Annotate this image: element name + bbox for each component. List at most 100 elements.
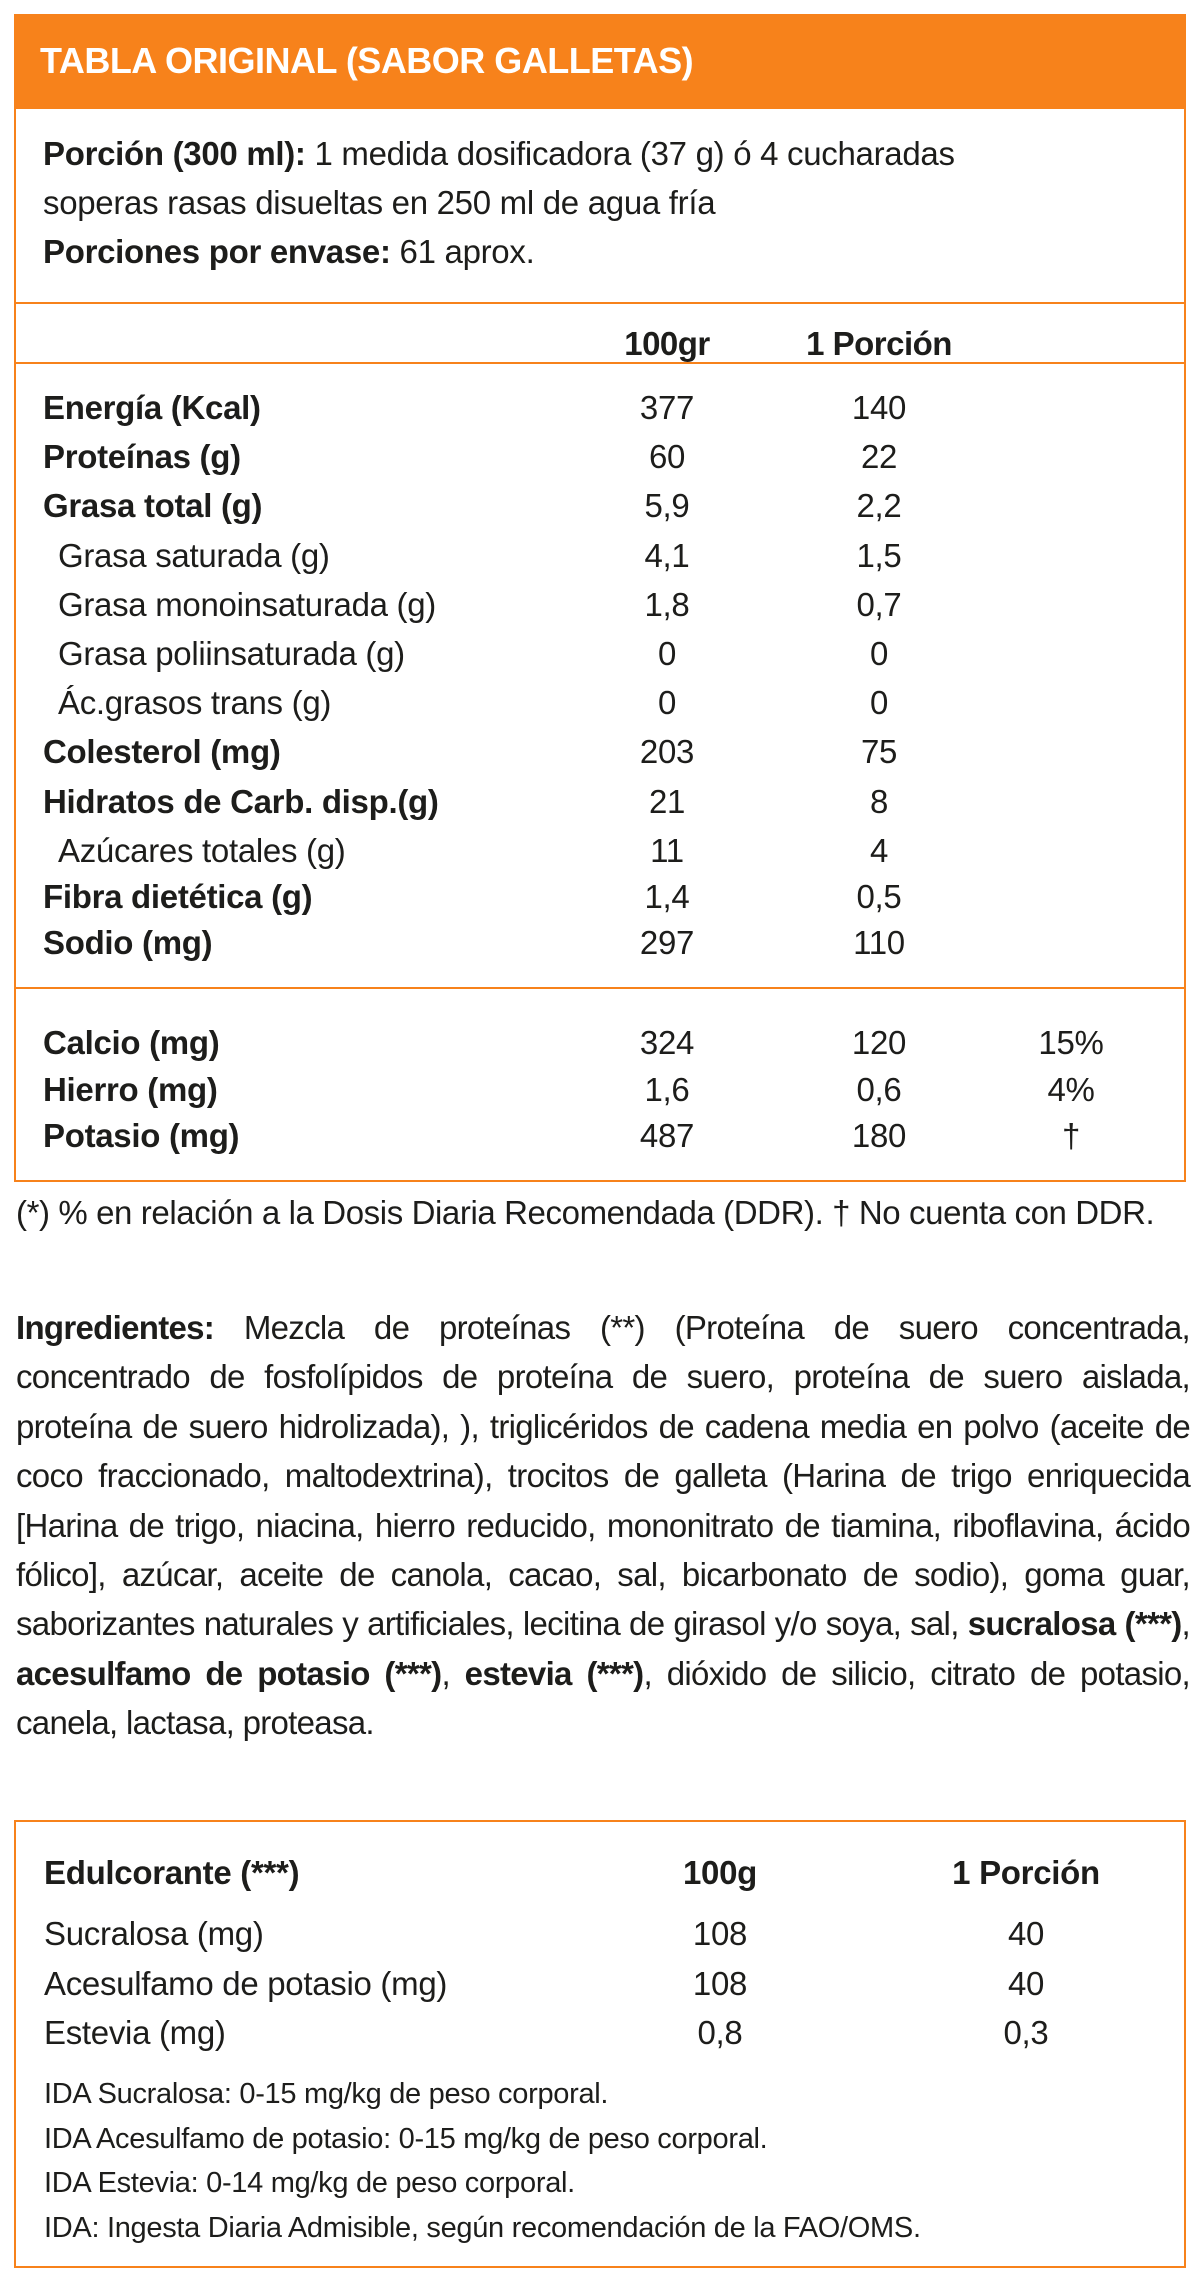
value-100g: 108 bbox=[692, 1915, 748, 1952]
value-portion: 0,5 bbox=[856, 878, 902, 915]
sweetener-row: Sucralosa (mg) 108 40 bbox=[16, 1909, 1184, 1959]
table-row: Grasa saturada (g) 4,1 1,5 bbox=[16, 531, 1184, 580]
serving-info: Porción (300 ml): 1 medida dosificadora … bbox=[43, 129, 1163, 276]
ida-note: IDA Estevia: 0-14 mg/kg de peso corporal… bbox=[44, 2167, 575, 2199]
value-100g: 377 bbox=[639, 389, 695, 426]
value-portion: 0,3 bbox=[1003, 2014, 1049, 2051]
table-row: Fibra dietética (g) 1,4 0,5 bbox=[16, 872, 1184, 921]
value-100g: 108 bbox=[692, 1965, 748, 2002]
table-row: Sodio (mg) 297 110 bbox=[16, 918, 1184, 967]
value-portion: 1,5 bbox=[856, 537, 902, 574]
ida-notes: IDA Sucralosa: 0-15 mg/kg de peso corpor… bbox=[44, 2072, 1174, 2250]
table-title: TABLA ORIGINAL (SABOR GALLETAS) bbox=[40, 40, 694, 81]
value-100g: 11 bbox=[650, 832, 684, 869]
serving-portion: Porción (300 ml): 1 medida dosificadora … bbox=[43, 129, 1163, 178]
ingredients-separator: , bbox=[441, 1654, 465, 1692]
value-100g: 1,6 bbox=[644, 1071, 690, 1108]
value-100g: 1,4 bbox=[644, 878, 690, 915]
value-100g: 324 bbox=[639, 1024, 695, 1061]
portion-text: 1 medida dosificadora (37 g) ó 4 cuchara… bbox=[305, 135, 955, 172]
sweetener-row: Estevia (mg) 0,8 0,3 bbox=[16, 2008, 1184, 2058]
mineral-label: Hierro (mg) bbox=[43, 1071, 218, 1108]
nutrient-label: Proteínas (g) bbox=[43, 438, 241, 475]
ingredients-text: Mezcla de proteínas (**) (Proteína de su… bbox=[16, 1309, 1191, 1643]
sweetener-row: Acesulfamo de potasio (mg) 108 40 bbox=[16, 1959, 1184, 2009]
nutrient-label: Colesterol (mg) bbox=[43, 733, 281, 770]
table-row-mineral: Calcio (mg) 324 120 15% bbox=[16, 1018, 1184, 1067]
divider bbox=[14, 362, 1186, 364]
value-portion: 0,6 bbox=[856, 1071, 902, 1108]
divider bbox=[14, 302, 1186, 304]
nutrient-label: Ác.grasos trans (g) bbox=[58, 684, 332, 721]
value-100g: 1,8 bbox=[644, 586, 690, 623]
servings-value: 61 aprox. bbox=[390, 233, 535, 270]
value-portion: 0 bbox=[869, 635, 889, 672]
title-bar: TABLA ORIGINAL (SABOR GALLETAS) bbox=[14, 14, 1186, 109]
mineral-label: Calcio (mg) bbox=[43, 1024, 220, 1061]
table-row-mineral: Potasio (mg) 487 180 † bbox=[16, 1111, 1184, 1160]
value-portion: 110 bbox=[853, 924, 905, 961]
value-portion: 40 bbox=[1007, 1915, 1045, 1952]
table-row-mineral: Hierro (mg) 1,6 0,6 4% bbox=[16, 1065, 1184, 1114]
table-row: Grasa total (g) 5,9 2,2 bbox=[16, 481, 1184, 530]
nutrient-label: Hidratos de Carb. disp.(g) bbox=[43, 783, 439, 820]
value-portion: 4 bbox=[869, 832, 889, 869]
nutrient-label: Grasa poliinsaturada (g) bbox=[58, 635, 405, 672]
value-portion: 0 bbox=[869, 684, 889, 721]
sweetener-header-row: Edulcorante (***) 100g 1 Porción bbox=[16, 1848, 1184, 1898]
ddr-footnote: (*) % en relación a la Dosis Diaria Reco… bbox=[16, 1194, 1155, 1231]
column-header-portion: 1 Porción bbox=[806, 325, 952, 362]
column-header-100gr: 100gr bbox=[624, 325, 710, 362]
value-portion: 40 bbox=[1007, 1965, 1045, 2002]
value-portion: 140 bbox=[851, 389, 907, 426]
servings-per-container: Porciones por envase: 61 aprox. bbox=[43, 227, 1163, 276]
value-100g: 203 bbox=[639, 733, 695, 770]
sweetener-box: Edulcorante (***) 100g 1 Porción Sucralo… bbox=[14, 1820, 1186, 2268]
nutrient-label: Grasa total (g) bbox=[43, 487, 263, 524]
ida-definition: IDA: Ingesta Diaria Admisible, según rec… bbox=[44, 2211, 921, 2244]
sweetener-column-label: Edulcorante (***) bbox=[44, 1854, 300, 1891]
value-100g: 487 bbox=[639, 1117, 695, 1154]
ida-note: IDA Acesulfamo de potasio: 0-15 mg/kg de… bbox=[44, 2122, 768, 2155]
table-row: Ác.grasos trans (g) 0 0 bbox=[16, 678, 1184, 727]
sweetener-column-portion: 1 Porción bbox=[952, 1854, 1100, 1891]
table-row: Hidratos de Carb. disp.(g) 21 8 bbox=[16, 777, 1184, 826]
sweetener-label: Acesulfamo de potasio (mg) bbox=[44, 1965, 448, 2002]
value-portion: 120 bbox=[851, 1024, 907, 1061]
value-100g: 60 bbox=[648, 438, 686, 475]
value-100g: 5,9 bbox=[644, 487, 690, 524]
nutrient-label: Sodio (mg) bbox=[43, 924, 213, 961]
divider bbox=[14, 987, 1186, 989]
table-row: Grasa monoinsaturada (g) 1,8 0,7 bbox=[16, 580, 1184, 629]
table-row: Grasa poliinsaturada (g) 0 0 bbox=[16, 629, 1184, 678]
ingredient-acesulfame: acesulfamo de potasio (***) bbox=[16, 1654, 442, 1692]
table-row: Proteínas (g) 60 22 bbox=[16, 432, 1184, 481]
value-100g: 4,1 bbox=[644, 537, 690, 574]
value-100g: 0 bbox=[657, 635, 677, 672]
nutrient-label: Energía (Kcal) bbox=[43, 389, 261, 426]
value-100g: 0,8 bbox=[697, 2014, 743, 2051]
ingredients-label: Ingredientes: bbox=[16, 1309, 215, 1346]
ingredients-separator: , bbox=[1181, 1605, 1191, 1643]
value-ddr: † bbox=[1061, 1117, 1081, 1154]
sweetener-column-100g: 100g bbox=[682, 1854, 758, 1891]
ingredients-paragraph: Ingredientes: Mezcla de proteínas (**) (… bbox=[16, 1303, 1191, 1748]
value-portion: 22 bbox=[860, 438, 898, 475]
ingredient-sucralose: sucralosa (***) bbox=[967, 1605, 1183, 1643]
portion-label: Porción (300 ml): bbox=[43, 135, 306, 172]
ingredient-stevia: estevia (***) bbox=[464, 1654, 644, 1692]
servings-label: Porciones por envase: bbox=[43, 233, 391, 270]
value-ddr: 15% bbox=[1038, 1024, 1104, 1061]
sweetener-label: Sucralosa (mg) bbox=[44, 1915, 264, 1952]
nutrient-label: Fibra dietética (g) bbox=[43, 878, 313, 915]
table-row: Azúcares totales (g) 11 4 bbox=[16, 826, 1184, 875]
nutrient-label: Grasa saturada (g) bbox=[58, 537, 330, 574]
value-portion: 8 bbox=[869, 783, 889, 820]
portion-text-continued: soperas rasas disueltas en 250 ml de agu… bbox=[43, 184, 716, 221]
table-row: Energía (Kcal) 377 140 bbox=[16, 383, 1184, 432]
mineral-label: Potasio (mg) bbox=[43, 1117, 240, 1154]
value-portion: 180 bbox=[851, 1117, 907, 1154]
nutrient-label: Azúcares totales (g) bbox=[58, 832, 346, 869]
value-100g: 21 bbox=[648, 783, 686, 820]
value-ddr: 4% bbox=[1047, 1071, 1095, 1108]
